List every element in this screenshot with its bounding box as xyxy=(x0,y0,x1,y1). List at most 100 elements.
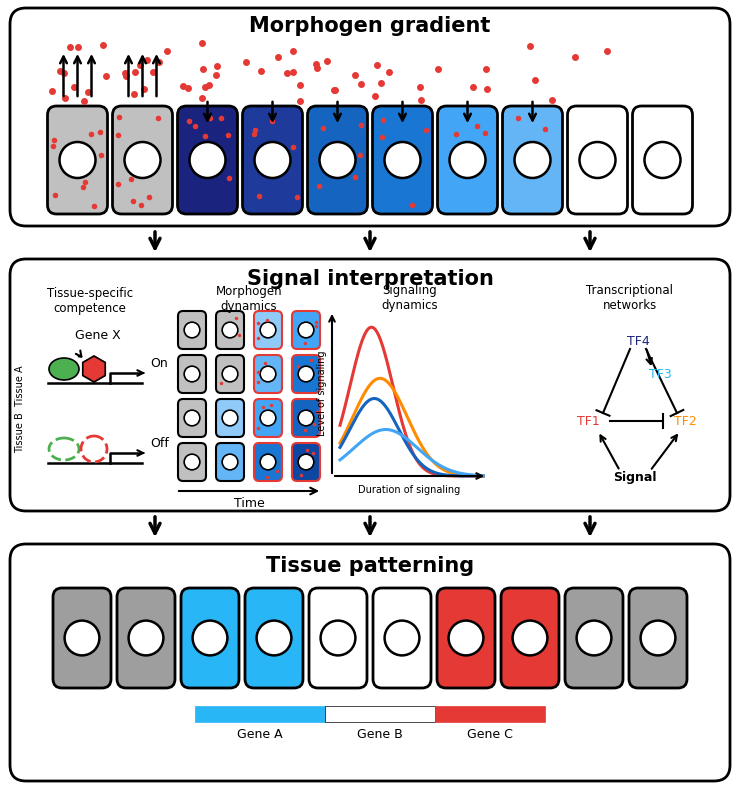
Circle shape xyxy=(222,366,238,382)
Circle shape xyxy=(124,142,161,178)
Circle shape xyxy=(222,410,238,426)
Text: Tissue B  Tissue A: Tissue B Tissue A xyxy=(15,365,25,453)
Text: Gene X: Gene X xyxy=(75,328,121,342)
FancyBboxPatch shape xyxy=(10,544,730,781)
Circle shape xyxy=(298,410,314,426)
Circle shape xyxy=(576,621,611,656)
Circle shape xyxy=(448,621,483,656)
FancyBboxPatch shape xyxy=(254,443,282,481)
FancyBboxPatch shape xyxy=(178,399,206,437)
Circle shape xyxy=(298,366,314,382)
Circle shape xyxy=(192,621,227,656)
Text: TF2: TF2 xyxy=(673,414,696,428)
FancyBboxPatch shape xyxy=(216,399,244,437)
Circle shape xyxy=(260,410,276,426)
Circle shape xyxy=(81,436,107,462)
Text: Off: Off xyxy=(150,436,169,450)
Circle shape xyxy=(222,454,238,469)
FancyBboxPatch shape xyxy=(501,588,559,688)
FancyBboxPatch shape xyxy=(437,588,495,688)
FancyBboxPatch shape xyxy=(216,443,244,481)
Text: Morphogen
dynamics: Morphogen dynamics xyxy=(215,285,283,313)
FancyBboxPatch shape xyxy=(373,588,431,688)
FancyBboxPatch shape xyxy=(372,106,432,214)
Text: On: On xyxy=(150,357,168,369)
FancyBboxPatch shape xyxy=(292,399,320,437)
Circle shape xyxy=(184,322,200,338)
Bar xyxy=(195,706,325,722)
Text: Gene C: Gene C xyxy=(467,727,513,741)
Circle shape xyxy=(385,621,420,656)
Circle shape xyxy=(645,142,681,178)
FancyBboxPatch shape xyxy=(178,106,238,214)
Text: Signal: Signal xyxy=(613,470,657,484)
FancyBboxPatch shape xyxy=(53,588,111,688)
Bar xyxy=(325,706,435,722)
Circle shape xyxy=(260,366,276,382)
Text: Morphogen gradient: Morphogen gradient xyxy=(249,16,491,36)
FancyBboxPatch shape xyxy=(437,106,497,214)
FancyBboxPatch shape xyxy=(309,588,367,688)
Text: Tissue patterning: Tissue patterning xyxy=(266,556,474,576)
Text: Signaling
dynamics: Signaling dynamics xyxy=(381,284,438,312)
FancyBboxPatch shape xyxy=(10,259,730,511)
FancyBboxPatch shape xyxy=(10,8,730,226)
FancyBboxPatch shape xyxy=(254,399,282,437)
FancyBboxPatch shape xyxy=(216,355,244,393)
FancyBboxPatch shape xyxy=(178,311,206,349)
Polygon shape xyxy=(83,356,105,382)
FancyBboxPatch shape xyxy=(633,106,693,214)
Circle shape xyxy=(260,454,276,469)
FancyBboxPatch shape xyxy=(178,443,206,481)
Circle shape xyxy=(298,454,314,469)
Circle shape xyxy=(184,454,200,469)
FancyBboxPatch shape xyxy=(565,588,623,688)
FancyBboxPatch shape xyxy=(629,588,687,688)
FancyBboxPatch shape xyxy=(47,106,107,214)
Text: Gene B: Gene B xyxy=(357,727,403,741)
FancyBboxPatch shape xyxy=(292,311,320,349)
Text: TF1: TF1 xyxy=(576,414,599,428)
FancyBboxPatch shape xyxy=(245,588,303,688)
Text: TF4: TF4 xyxy=(627,335,650,347)
Circle shape xyxy=(222,322,238,338)
Text: Signal interpretation: Signal interpretation xyxy=(246,269,494,289)
Text: TF3: TF3 xyxy=(649,368,671,380)
Text: Time: Time xyxy=(234,496,264,510)
Circle shape xyxy=(298,322,314,338)
Circle shape xyxy=(449,142,485,178)
FancyBboxPatch shape xyxy=(308,106,368,214)
FancyBboxPatch shape xyxy=(254,355,282,393)
Circle shape xyxy=(184,366,200,382)
FancyBboxPatch shape xyxy=(568,106,628,214)
Circle shape xyxy=(129,621,164,656)
Circle shape xyxy=(385,142,420,178)
FancyBboxPatch shape xyxy=(112,106,172,214)
Circle shape xyxy=(320,142,355,178)
Circle shape xyxy=(257,621,292,656)
Circle shape xyxy=(184,410,200,426)
Circle shape xyxy=(514,142,551,178)
Circle shape xyxy=(255,142,291,178)
FancyBboxPatch shape xyxy=(254,311,282,349)
Ellipse shape xyxy=(49,358,79,380)
Circle shape xyxy=(64,621,99,656)
Text: Transcriptional
networks: Transcriptional networks xyxy=(587,284,673,312)
Circle shape xyxy=(59,142,95,178)
FancyBboxPatch shape xyxy=(292,443,320,481)
FancyBboxPatch shape xyxy=(292,355,320,393)
FancyBboxPatch shape xyxy=(502,106,562,214)
Circle shape xyxy=(513,621,548,656)
Circle shape xyxy=(641,621,676,656)
FancyBboxPatch shape xyxy=(243,106,303,214)
FancyBboxPatch shape xyxy=(178,355,206,393)
Circle shape xyxy=(579,142,616,178)
FancyBboxPatch shape xyxy=(216,311,244,349)
Text: Gene A: Gene A xyxy=(238,727,283,741)
FancyBboxPatch shape xyxy=(181,588,239,688)
FancyBboxPatch shape xyxy=(117,588,175,688)
Circle shape xyxy=(260,322,276,338)
Circle shape xyxy=(189,142,226,178)
Text: Duration of signaling: Duration of signaling xyxy=(358,485,460,495)
Ellipse shape xyxy=(49,438,79,460)
